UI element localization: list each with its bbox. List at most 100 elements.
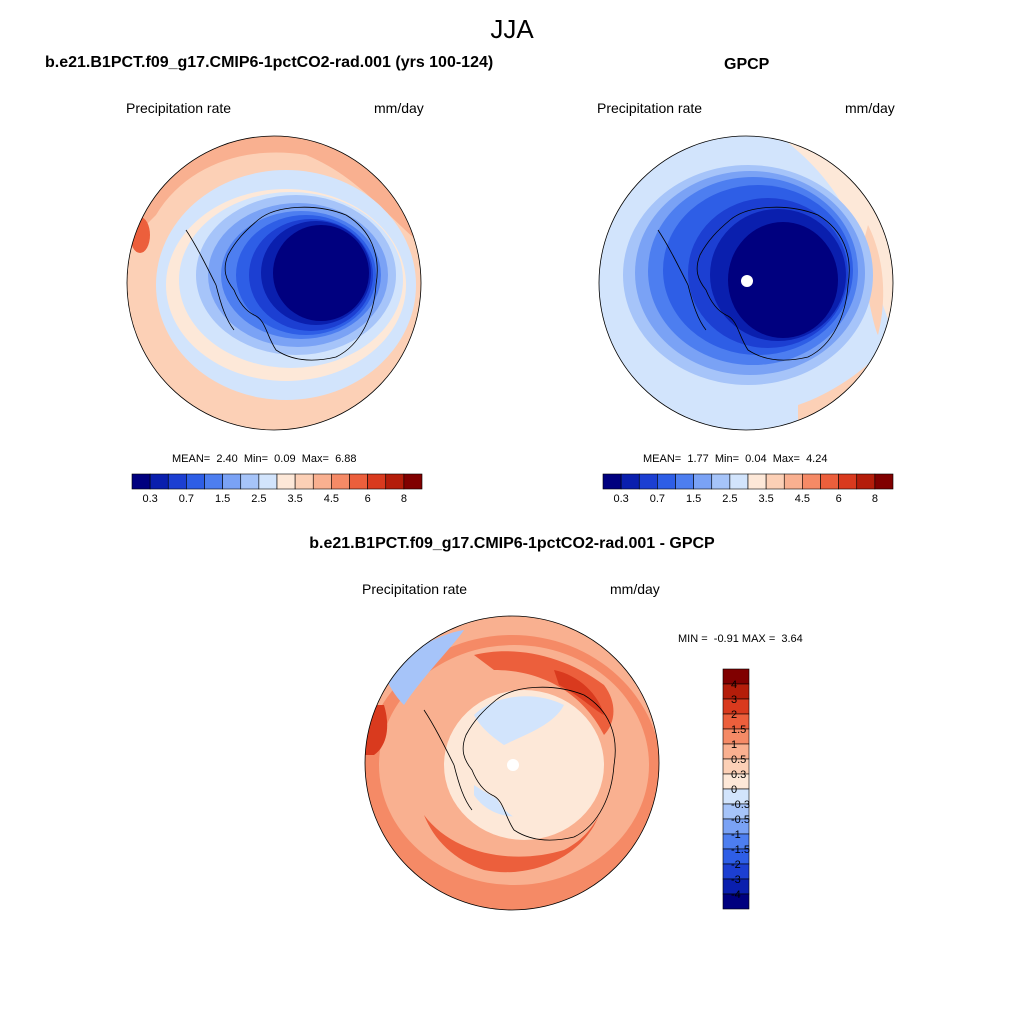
panel1-polar-map xyxy=(126,135,422,431)
colorbar-swatch xyxy=(838,473,858,490)
colorbar-swatch xyxy=(385,473,405,490)
panel1-colorbar: 0.3 0.7 1.5 2.5 3.5 4.5 6 8 xyxy=(131,473,423,505)
colorbar-swatch xyxy=(765,473,785,490)
panel2-min-value: 0.04 xyxy=(745,453,767,465)
colorbar-swatch xyxy=(856,473,876,490)
panel3-variable-label: Precipitation rate xyxy=(362,581,468,597)
colorbar-tick-label: -4 xyxy=(731,889,741,901)
figure-title: JJA xyxy=(490,14,534,44)
colorbar-tick-label: 0.5 xyxy=(731,754,746,766)
panel3-polar-map xyxy=(364,615,660,911)
panel1-min-label: Min= xyxy=(243,453,269,465)
panel1-map-border xyxy=(126,135,422,431)
colorbar-swatch xyxy=(403,473,423,490)
colorbar-tick-label: 0 xyxy=(731,784,737,796)
colorbar-swatch xyxy=(620,473,640,490)
colorbar-tick-label: 1 xyxy=(731,739,737,751)
panel1-mean-label: MEAN= xyxy=(172,453,211,465)
panel3-max-value: 3.64 xyxy=(781,633,803,645)
colorbar-swatch xyxy=(874,473,894,490)
colorbar-swatch xyxy=(820,473,839,490)
colorbar-tick-label: -0.5 xyxy=(731,814,750,826)
colorbar-tick-label: 2.5 xyxy=(251,493,266,505)
colorbar-tick-label: 0.3 xyxy=(142,493,157,505)
colorbar-tick-label: 0.3 xyxy=(613,493,628,505)
colorbar-swatch xyxy=(729,473,749,490)
panel2-title: GPCP xyxy=(724,56,770,73)
colorbar-swatch xyxy=(167,473,187,490)
panel1-precip-field xyxy=(127,136,421,430)
panel2-antarctica-coastline xyxy=(657,206,850,361)
panel3-max-label: MAX = xyxy=(741,633,776,645)
colorbar-swatch xyxy=(276,473,296,490)
panel3-map-border xyxy=(364,615,660,911)
colorbar-swatch xyxy=(294,473,314,490)
colorbar-tick-label: 2 xyxy=(731,709,737,721)
panel3-colorbar: 4 3 2 1.5 1 0.5 0.3 0 -0.3 -0.5 -1 -1.5 -2 -3 -4 xyxy=(722,668,750,910)
panel1-min-value: 0.09 xyxy=(274,453,296,465)
colorbar-swatch xyxy=(675,473,694,490)
panel3-min-value: -0.91 xyxy=(713,633,739,645)
colorbar-swatch xyxy=(186,473,205,490)
colorbar-swatch xyxy=(783,473,803,490)
colorbar-swatch xyxy=(131,473,151,490)
colorbar-swatch xyxy=(258,473,278,490)
colorbar-tick-label: 0.7 xyxy=(179,493,194,505)
panel2-units-label: mm/day xyxy=(845,100,895,116)
colorbar-swatch xyxy=(240,473,260,490)
panel2-min-label: Min= xyxy=(714,453,740,465)
colorbar-swatch xyxy=(747,473,767,490)
panel1-stats: MEAN= 2.40 Min= 0.09 Max= 6.88 xyxy=(172,453,356,465)
panel2-precip-field xyxy=(599,136,893,430)
panel2-max-value: 4.24 xyxy=(806,453,828,465)
colorbar-swatch xyxy=(722,893,750,910)
colorbar-tick-label: 6 xyxy=(365,493,371,505)
panel1-variable-label: Precipitation rate xyxy=(126,100,232,116)
colorbar-swatch xyxy=(204,473,223,490)
colorbar-tick-label: 4.5 xyxy=(795,493,810,505)
panel2-map-border xyxy=(598,135,894,431)
panel1-max-label: Max= xyxy=(301,453,329,465)
colorbar-swatch xyxy=(711,473,731,490)
colorbar-tick-label: -1 xyxy=(731,829,741,841)
colorbar-tick-label: 1.5 xyxy=(731,724,746,736)
colorbar-swatch xyxy=(602,473,622,490)
panel2-stats: MEAN= 1.77 Min= 0.04 Max= 4.24 xyxy=(643,453,827,465)
panel1-mean-value: 2.40 xyxy=(216,453,238,465)
panel2-polar-map xyxy=(598,135,894,431)
panel2-mean-value: 1.77 xyxy=(687,453,709,465)
panel1-units-label: mm/day xyxy=(374,100,424,116)
panel3-units-label: mm/day xyxy=(610,581,660,597)
panel1-max-value: 6.88 xyxy=(335,453,357,465)
colorbar-tick-label: 3 xyxy=(731,694,737,706)
colorbar-tick-label: 0.7 xyxy=(650,493,665,505)
colorbar-swatch xyxy=(657,473,676,490)
colorbar-tick-label: 3.5 xyxy=(758,493,773,505)
colorbar-tick-label: 2.5 xyxy=(722,493,737,505)
colorbar-tick-label: 1.5 xyxy=(686,493,701,505)
colorbar-tick-label: 8 xyxy=(872,493,878,505)
colorbar-tick-label: -0.3 xyxy=(731,799,750,811)
colorbar-tick-label: 6 xyxy=(836,493,842,505)
colorbar-swatch xyxy=(331,473,350,490)
panel1-antarctica-coastline xyxy=(185,206,378,361)
colorbar-swatch xyxy=(802,473,821,490)
panel3-min-label: MIN = xyxy=(678,633,708,645)
panel3-stats: MIN = -0.91 MAX = 3.64 xyxy=(678,633,803,645)
colorbar-swatch xyxy=(367,473,387,490)
colorbar-swatch xyxy=(349,473,368,490)
colorbar-tick-label: -2 xyxy=(731,859,741,871)
colorbar-swatch xyxy=(149,473,169,490)
panel2-colorbar: 0.3 0.7 1.5 2.5 3.5 4.5 6 8 xyxy=(602,473,894,505)
panel3-antarctica-coastline xyxy=(423,686,616,841)
colorbar-tick-label: 0.3 xyxy=(731,769,746,781)
colorbar-swatch xyxy=(638,473,658,490)
colorbar-swatch xyxy=(312,473,332,490)
colorbar-swatch xyxy=(693,473,713,490)
colorbar-tick-label: -1.5 xyxy=(731,844,750,856)
colorbar-tick-label: -3 xyxy=(731,874,741,886)
colorbar-tick-label: 4 xyxy=(731,679,737,691)
colorbar-tick-label: 4.5 xyxy=(324,493,339,505)
panel2-max-label: Max= xyxy=(772,453,800,465)
panel2-variable-label: Precipitation rate xyxy=(597,100,703,116)
